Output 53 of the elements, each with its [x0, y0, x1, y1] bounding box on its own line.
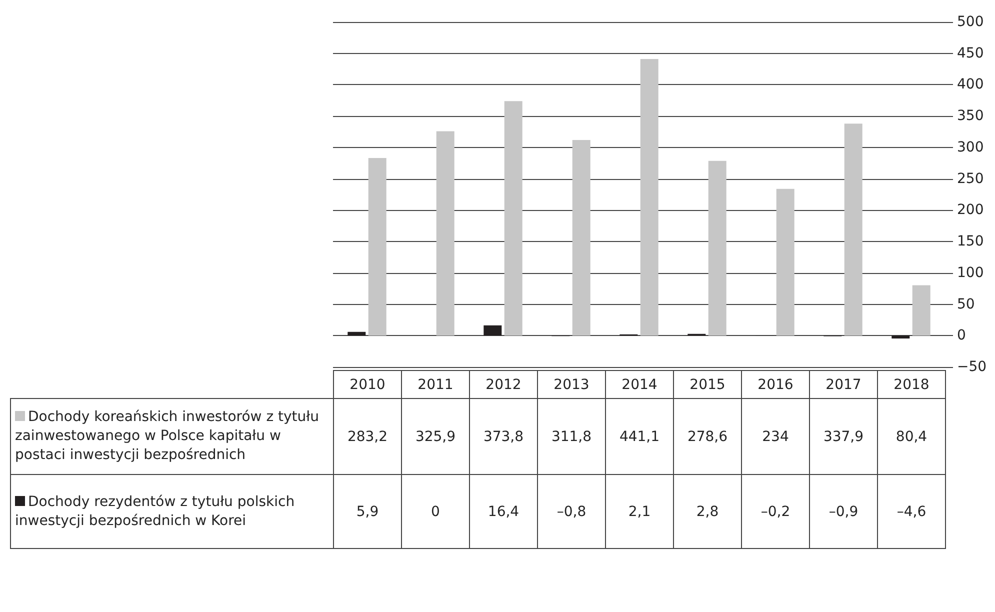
bar	[892, 336, 910, 339]
legend-label: Dochody koreańskich inwestorów z tytułu zainwestowanego w Polsce kapitału w postaci inwestycji bezpośrednich	[10, 398, 334, 474]
legend-label: Dochody rezydentów z tytułu polskich inwestycji bezpośrednich w Korei	[10, 474, 334, 548]
data-label: 80,4	[878, 398, 946, 474]
x-tick-label: 2010	[334, 370, 402, 398]
data-label: 311,8	[538, 398, 606, 474]
bar	[484, 325, 502, 336]
data-label: 325,9	[402, 398, 470, 474]
x-tick-label: 2011	[402, 370, 470, 398]
data-label: 5,9	[334, 474, 402, 548]
data-label: –0,9	[810, 474, 878, 548]
y-tick-label: 350	[957, 108, 984, 124]
y-tick-label: 450	[957, 45, 984, 62]
y-tick-label: 0	[957, 328, 966, 344]
bar	[572, 140, 590, 336]
data-label: –0,2	[742, 474, 810, 548]
x-tick-label: 2014	[606, 370, 674, 398]
data-label: 441,1	[606, 398, 674, 474]
bar	[912, 285, 930, 336]
data-label: –0,8	[538, 474, 606, 548]
y-tick-label: 200	[957, 202, 984, 218]
data-label: –4,6	[878, 474, 946, 548]
bar	[640, 58, 658, 336]
data-label: 0	[402, 474, 470, 548]
bar	[708, 160, 726, 336]
y-tick-label: 50	[957, 296, 975, 312]
data-label: 16,4	[470, 474, 538, 548]
y-tick-label: 100	[957, 264, 984, 281]
y-tick-label: −50	[957, 359, 987, 375]
x-tick-label: 2016	[742, 370, 810, 398]
bar	[504, 101, 522, 336]
data-label: 283,2	[334, 398, 402, 474]
data-label: 2,8	[674, 474, 742, 548]
bar	[436, 131, 454, 336]
bar	[776, 188, 794, 336]
data-label: 373,8	[470, 398, 538, 474]
y-tick-label: 500	[957, 14, 984, 30]
data-label: 234	[742, 398, 810, 474]
bar	[368, 158, 386, 336]
y-tick-label: 250	[957, 170, 984, 187]
data-label: 337,9	[810, 398, 878, 474]
y-tick-label: 150	[957, 234, 984, 250]
data-label: 278,6	[674, 398, 742, 474]
x-tick-label: 2018	[878, 370, 946, 398]
bar	[844, 124, 862, 336]
bar	[348, 332, 366, 336]
x-tick-label: 2013	[538, 370, 606, 398]
x-tick-label: 2012	[470, 370, 538, 398]
x-tick-label: 2015	[674, 370, 742, 398]
data-label: 2,1	[606, 474, 674, 548]
y-tick-label: 300	[957, 139, 984, 156]
x-tick-label: 2017	[810, 370, 878, 398]
y-tick-label: 400	[957, 76, 984, 93]
